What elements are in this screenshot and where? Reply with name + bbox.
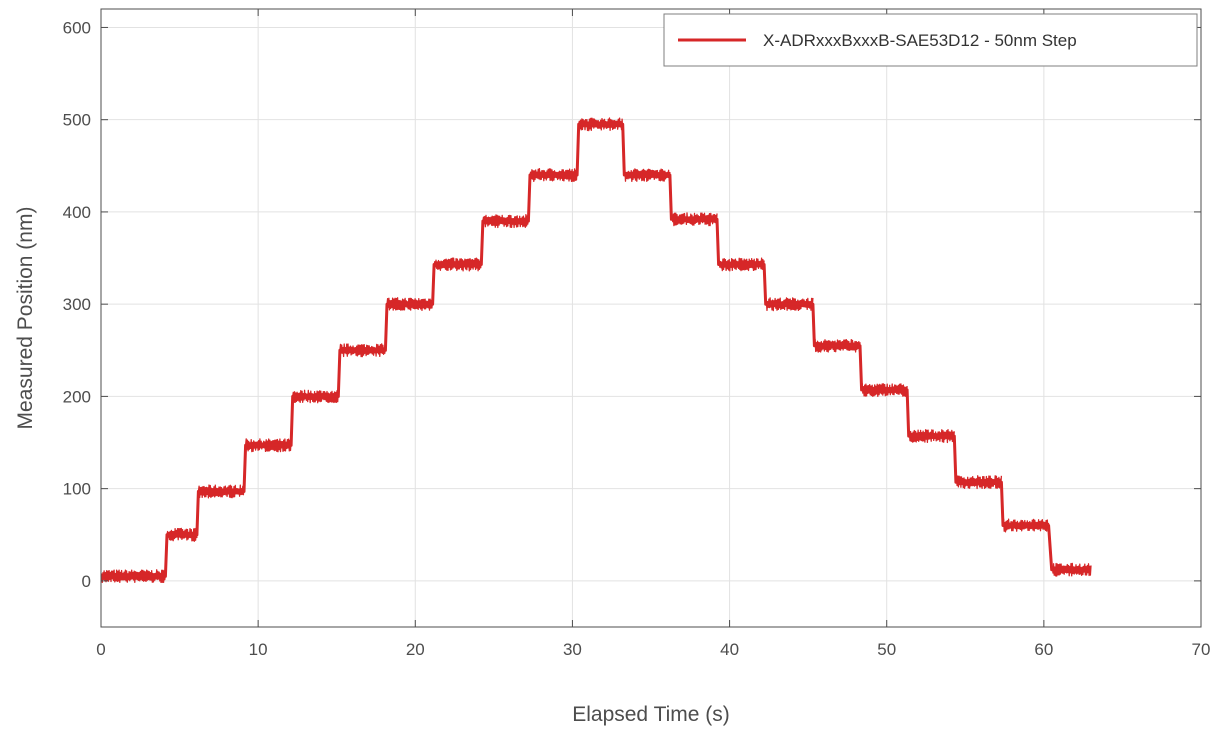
y-tick-label: 500 xyxy=(63,111,91,130)
tick-marks xyxy=(100,9,1202,627)
legend-label: X-ADRxxxBxxxB-SAE53D12 - 50nm Step xyxy=(763,31,1077,50)
y-tick-label: 300 xyxy=(63,295,91,314)
y-tick-label: 0 xyxy=(82,572,91,591)
legend-box xyxy=(663,13,1198,67)
series-noise xyxy=(166,527,198,542)
legend: X-ADRxxxBxxxB-SAE53D12 - 50nm Step xyxy=(663,13,1198,67)
x-tick-label: 50 xyxy=(877,640,896,659)
x-tick-label: 60 xyxy=(1034,640,1053,659)
y-axis-title: Measured Position (nm) xyxy=(14,207,37,430)
series-layer xyxy=(100,117,1092,584)
y-tick-label: 200 xyxy=(63,387,91,406)
y-tick-label: 400 xyxy=(63,203,91,222)
y-tick-label: 100 xyxy=(63,480,91,499)
y-tick-label: 600 xyxy=(63,18,91,37)
x-tick-label: 40 xyxy=(720,640,739,659)
x-tick-label: 10 xyxy=(249,640,268,659)
x-tick-label: 70 xyxy=(1192,640,1211,659)
series-line xyxy=(101,122,1091,578)
y-tick-labels: 0 100 200 300 400 500 600 xyxy=(63,18,91,590)
x-tick-labels: 0 10 20 30 40 50 60 70 xyxy=(96,640,1210,659)
plot-frame xyxy=(100,8,1202,628)
x-tick-label: 0 xyxy=(96,640,105,659)
x-tick-label: 30 xyxy=(563,640,582,659)
x-tick-label: 20 xyxy=(406,640,425,659)
x-axis-title: Elapsed Time (s) xyxy=(572,703,730,726)
